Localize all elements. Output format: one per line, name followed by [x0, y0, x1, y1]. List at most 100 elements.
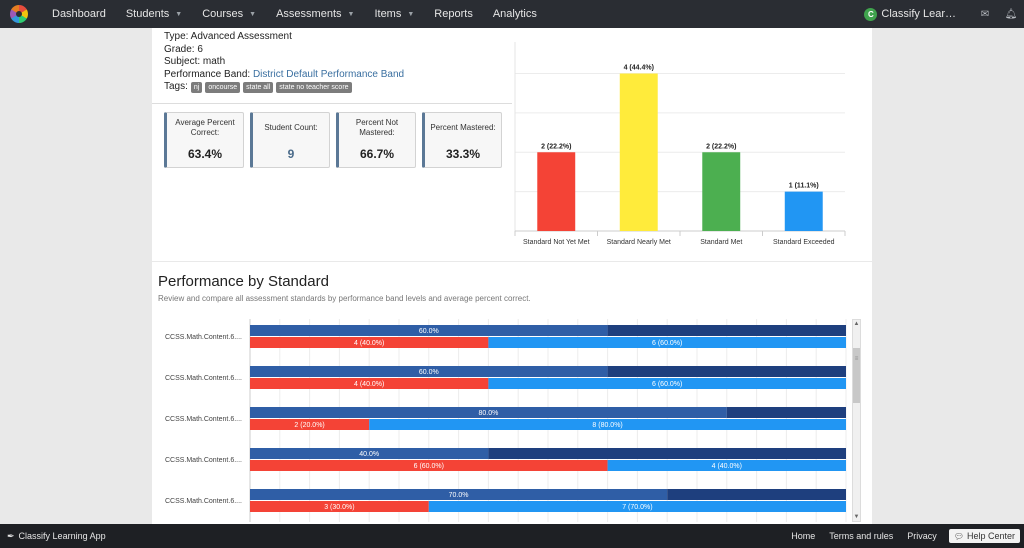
bar-data-label: 2 (22.2%): [541, 143, 571, 150]
performance-band-link[interactable]: District Default Performance Band: [252, 68, 405, 80]
nav-item-label: Items: [374, 8, 402, 20]
bar-data-label: 40.0%: [359, 451, 379, 458]
scroll-up-icon[interactable]: ▲: [853, 321, 860, 327]
bar-data-label: 60.0%: [419, 369, 439, 376]
bar-percent-remaining: [667, 489, 846, 500]
footer-brand[interactable]: ✒ Classify Learning App: [7, 531, 106, 542]
performance-band-row: Performance Band: District Default Perfo…: [164, 69, 404, 82]
nav-item-reports[interactable]: Reports: [424, 0, 483, 28]
bar-mastered: [369, 419, 846, 430]
footer-link-privacy[interactable]: Privacy: [907, 531, 937, 541]
stat-value: 33.3%: [445, 147, 481, 161]
user-name[interactable]: Classify Lear…: [881, 8, 956, 20]
chart-scrollbar[interactable]: ▲ ≡ ▼: [852, 319, 861, 522]
bar-mastered: [428, 501, 846, 512]
top-navbar: Dashboard Students ▼ Courses ▼ Assessments ▼ It…: [0, 0, 1024, 28]
nav-item-label: Reports: [434, 8, 473, 20]
nav-item-label: Assessments: [276, 8, 342, 20]
stat-label: Average Percent Correct:: [175, 118, 235, 137]
bar-not-mastered: [250, 501, 429, 512]
assessment-subject: Subject: math: [164, 56, 226, 67]
stat-label: Percent Not Mastered:: [355, 118, 399, 137]
bar-not-mastered: [250, 337, 489, 348]
bar-not-mastered: [250, 419, 370, 430]
bar-data-label: 80.0%: [478, 410, 498, 417]
y-tick-label: CCSS.Math.Content.6....: [165, 334, 242, 341]
assessment-grade: Grade: 6: [164, 43, 203, 55]
nav-item-dashboard[interactable]: Dashboard: [42, 0, 116, 28]
chevron-down-icon: ▼: [407, 10, 415, 18]
bar-data-label: 70.0%: [449, 492, 469, 499]
chevron-down-icon: ▼: [347, 10, 355, 18]
nav-right: C Classify Lear… ✉ 🔔︎: [864, 0, 1024, 28]
bell-icon[interactable]: 🔔︎: [1004, 8, 1018, 20]
nav-menu: Dashboard Students ▼ Courses ▼ Assessments ▼ It…: [42, 0, 547, 28]
bar-mastered: [607, 460, 846, 471]
x-tick-label: Standard Exceeded: [773, 239, 835, 246]
tag-badge[interactable]: oncourse: [205, 81, 241, 93]
chevron-down-icon: ▼: [249, 10, 257, 18]
bar-percent-correct: [250, 325, 608, 336]
x-tick-label: Standard Nearly Met: [607, 239, 671, 246]
stat-card-percent-not-mastered: Percent Not Mastered: 66.7%: [336, 112, 416, 168]
x-tick-label: Standard Met: [700, 239, 742, 246]
stat-card-student-count: Student Count: 9: [250, 112, 330, 168]
bar-not-mastered: [250, 378, 489, 389]
bar-percent-correct: [250, 407, 727, 418]
section-subtitle: Review and compare all assessment standa…: [158, 294, 531, 303]
bar: [784, 191, 823, 231]
scroll-grip-icon: ≡: [854, 356, 859, 362]
assessment-info: Type: Advanced Assessment Grade: 6 Subje…: [164, 31, 404, 94]
nav-item-label: Dashboard: [52, 8, 106, 20]
bar-not-mastered: [250, 460, 608, 471]
bar-data-label: 6 (60.0%): [652, 340, 682, 347]
chevron-down-icon: ▼: [175, 10, 183, 18]
bar-data-label: 1 (11.1%): [789, 183, 819, 190]
nav-item-analytics[interactable]: Analytics: [483, 0, 547, 28]
bar-percent-remaining: [488, 448, 846, 459]
stat-value: 63.4%: [187, 147, 223, 161]
tag-badge[interactable]: state no teacher score: [276, 81, 352, 93]
user-avatar[interactable]: C: [864, 7, 878, 21]
bar-data-label: 7 (70.0%): [622, 504, 652, 511]
stat-label: Percent Mastered:: [430, 123, 496, 132]
bar-data-label: 3 (30.0%): [324, 504, 354, 511]
divider: [152, 103, 512, 104]
tags-row: Tags: nj oncourse state all state no tea…: [164, 81, 404, 94]
y-tick-label: CCSS.Math.Content.6....: [165, 416, 242, 423]
stat-value: 66.7%: [359, 147, 395, 161]
bar: [537, 152, 576, 231]
nav-item-courses[interactable]: Courses ▼: [192, 0, 266, 28]
stat-card-percent-mastered: Percent Mastered: 33.3%: [422, 112, 502, 168]
bar-data-label: 6 (60.0%): [652, 381, 682, 388]
bar-percent-remaining: [726, 407, 846, 418]
section-title: Performance by Standard: [158, 273, 329, 290]
bar-percent-correct: [250, 366, 608, 377]
bar-data-label: 4 (40.0%): [354, 340, 384, 347]
app-logo-icon[interactable]: [10, 5, 28, 23]
tag-badge[interactable]: nj: [190, 81, 203, 93]
nav-item-students[interactable]: Students ▼: [116, 0, 192, 28]
footer-link-terms[interactable]: Terms and rules: [829, 531, 894, 541]
nav-item-assessments[interactable]: Assessments ▼: [266, 0, 364, 28]
y-tick-label: CCSS.Math.Content.6....: [165, 457, 242, 464]
bar-percent-correct: [250, 448, 489, 459]
stat-label: Student Count:: [264, 123, 318, 132]
tag-badge[interactable]: state all: [243, 81, 274, 93]
y-tick-label: CCSS.Math.Content.6....: [165, 375, 242, 382]
stat-card-average-percent: Average Percent Correct: 63.4%: [164, 112, 244, 168]
footer-link-home[interactable]: Home: [791, 531, 816, 541]
bar-data-label: 8 (80.0%): [592, 422, 622, 429]
performance-by-standard-panel: Performance by Standard Review and compa…: [152, 262, 872, 524]
footer-brand-label: Classify Learning App: [18, 531, 106, 541]
bar: [619, 73, 658, 231]
help-center-label: Help Center: [966, 531, 1015, 541]
help-center-button[interactable]: 💬︎ Help Center: [948, 529, 1020, 543]
mail-icon[interactable]: ✉: [980, 8, 990, 20]
nav-item-label: Analytics: [492, 8, 537, 20]
bar-data-label: 6 (60.0%): [414, 463, 444, 470]
scrollbar-thumb[interactable]: [853, 348, 860, 403]
bar-data-label: 4 (40.0%): [712, 463, 742, 470]
nav-item-items[interactable]: Items ▼: [364, 0, 424, 28]
scroll-down-icon[interactable]: ▼: [853, 514, 860, 520]
